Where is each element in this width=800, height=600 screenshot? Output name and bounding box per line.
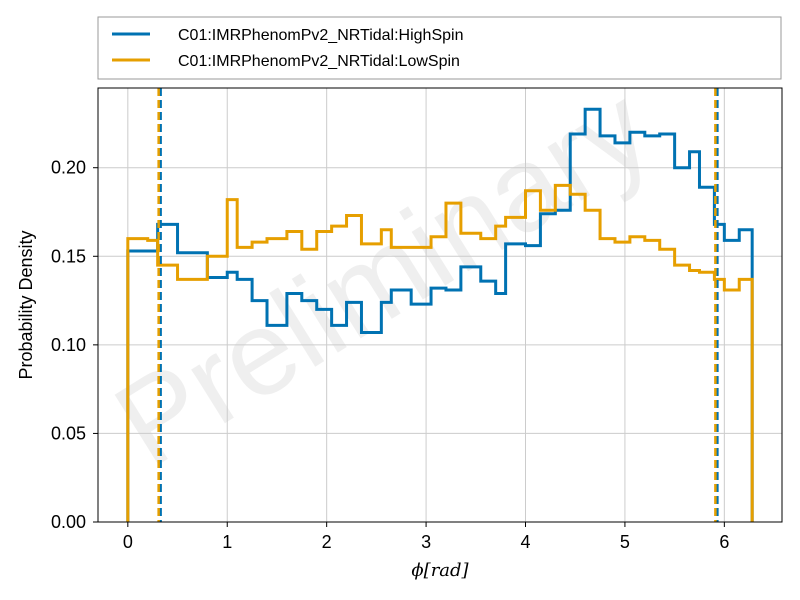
legend-label-lowspin: C01:IMRPhenomPv2_NRTidal:LowSpin	[178, 53, 460, 70]
axis-ticks: 0 1 2 3 4 5 6 0.00 0.05 0.10 0.15 0.20	[51, 158, 729, 552]
legend-label-highspin: C01:IMRPhenomPv2_NRTidal:HighSpin	[178, 27, 463, 44]
y-axis-label: Probability Density	[16, 230, 36, 379]
y-tick-label: 0.15	[51, 246, 86, 266]
x-tick-label: 2	[322, 532, 332, 552]
histogram-lowspin	[126, 183, 754, 522]
x-tick-label: 1	[222, 532, 232, 552]
x-tick-label: 5	[620, 532, 630, 552]
plot-data	[126, 88, 754, 522]
plot-frame	[97, 87, 783, 523]
histogram-highspin	[126, 107, 754, 522]
y-tick-label: 0.05	[51, 423, 86, 443]
x-tick-label: 6	[719, 532, 729, 552]
x-tick-label: 4	[520, 532, 530, 552]
y-tick-label: 0.20	[51, 158, 86, 178]
y-tick-label: 0.10	[51, 335, 86, 355]
x-axis-label: ϕ[rad]	[411, 560, 469, 581]
legend: C01:IMRPhenomPv2_NRTidal:HighSpin C01:IM…	[97, 16, 782, 80]
x-tick-label: 0	[123, 532, 133, 552]
x-tick-label: 3	[421, 532, 431, 552]
y-tick-label: 0.00	[51, 512, 86, 532]
